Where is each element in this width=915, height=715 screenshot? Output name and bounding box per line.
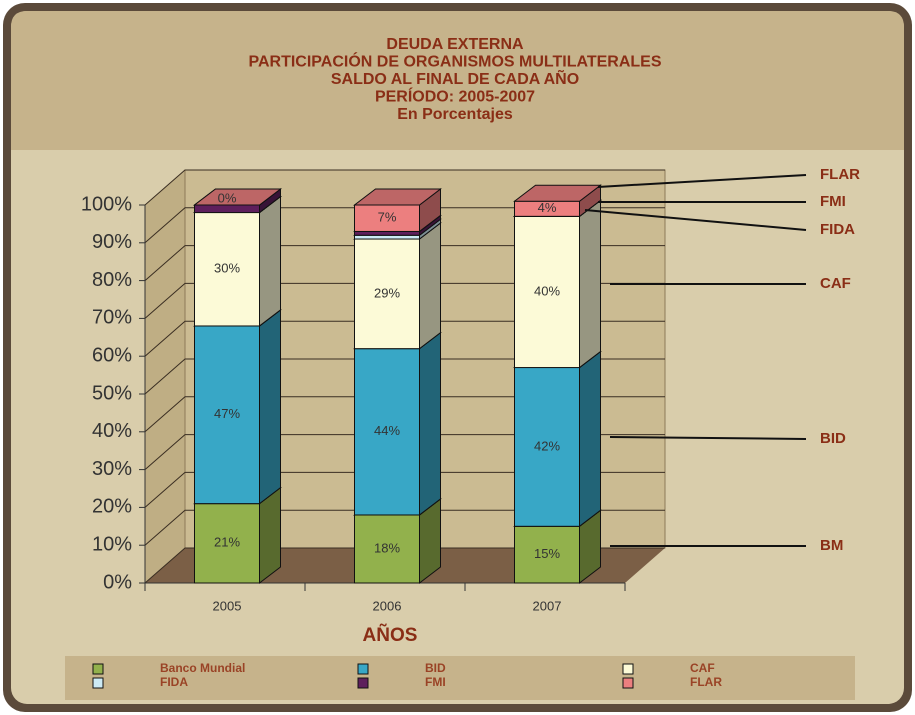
legend-swatch <box>623 664 633 674</box>
data-label: 42% <box>534 438 560 453</box>
bar-front <box>195 205 260 213</box>
legend-label: CAF <box>690 661 715 675</box>
bar-side <box>420 223 441 349</box>
legend-swatch <box>93 664 103 674</box>
chart-title: PERÍODO: 2005-2007 <box>375 87 535 106</box>
y-tick-label: 40% <box>92 420 132 442</box>
bar-front <box>355 231 420 235</box>
bar-side <box>580 200 601 367</box>
y-tick-label: 100% <box>81 193 132 215</box>
bar-side <box>260 488 281 583</box>
side-label: FMI <box>820 193 846 210</box>
data-label: 7% <box>378 210 397 225</box>
side-label: FIDA <box>820 221 855 238</box>
side-label: BM <box>820 537 843 554</box>
y-tick-label: 20% <box>92 496 132 518</box>
x-tick-label: 2007 <box>533 598 562 613</box>
data-label: 18% <box>374 540 400 555</box>
y-tick-label: 80% <box>92 269 132 291</box>
x-axis-label: AÑOS <box>363 624 418 646</box>
legend-label: FIDA <box>160 675 188 689</box>
y-tick-label: 0% <box>103 571 132 593</box>
legend-label: FMI <box>425 675 446 689</box>
legend-swatch <box>93 678 103 688</box>
chart-title: SALDO AL FINAL DE CADA AÑO <box>331 68 579 88</box>
y-tick-label: 70% <box>92 307 132 329</box>
side-label: FLAR <box>820 166 860 183</box>
y-tick-label: 10% <box>92 533 132 555</box>
legend-label: Banco Mundial <box>160 661 245 675</box>
legend-label: BID <box>425 661 446 675</box>
x-tick-label: 2005 <box>213 598 242 613</box>
y-tick-label: 30% <box>92 458 132 480</box>
data-label: 29% <box>374 285 400 300</box>
chart-title: DEUDA EXTERNA <box>386 36 524 53</box>
x-tick-label: 2006 <box>373 598 402 613</box>
legend-label: FLAR <box>690 675 722 689</box>
data-label: 44% <box>374 423 400 438</box>
bar-side <box>260 197 281 326</box>
side-label: CAF <box>820 275 851 292</box>
bar-side <box>260 310 281 504</box>
y-tick-label: 50% <box>92 382 132 404</box>
legend-swatch <box>358 678 368 688</box>
data-label: 47% <box>214 406 240 421</box>
y-tick-label: 90% <box>92 231 132 253</box>
legend-swatch <box>623 678 633 688</box>
data-label: 21% <box>214 535 240 550</box>
data-label: 0% <box>218 190 237 205</box>
legend-swatch <box>358 664 368 674</box>
bar-side <box>580 352 601 527</box>
data-label: 4% <box>538 200 557 215</box>
bar-side <box>420 333 441 515</box>
chart-title: PARTICIPACIÓN DE ORGANISMOS MULTILATERAL… <box>248 52 661 71</box>
data-label: 30% <box>214 261 240 276</box>
chart: DEUDA EXTERNAPARTICIPACIÓN DE ORGANISMOS… <box>0 0 915 715</box>
y-tick-label: 60% <box>92 344 132 366</box>
bar-front <box>355 235 420 239</box>
chart-title: En Porcentajes <box>397 106 513 123</box>
side-label: BID <box>820 430 846 447</box>
data-label: 15% <box>534 546 560 561</box>
data-label: 40% <box>534 283 560 298</box>
